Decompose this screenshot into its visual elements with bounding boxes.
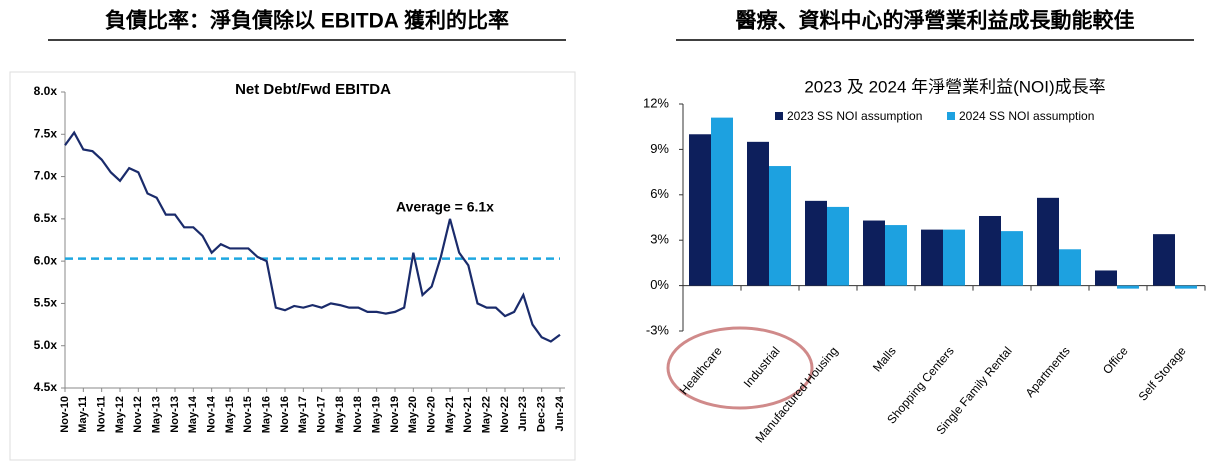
x-tick-label: May-18 <box>334 396 346 433</box>
data-line <box>64 130 561 343</box>
bar <box>943 229 965 286</box>
chart-title: Net Debt/Fwd EBITDA <box>235 81 391 98</box>
y-tick-label: 4.5x <box>34 380 58 394</box>
bar <box>863 220 885 286</box>
bar <box>1001 231 1023 286</box>
y-tick-label: 0% <box>650 277 669 292</box>
bar <box>979 215 1001 286</box>
x-tick-label: May-22 <box>481 396 493 433</box>
highlight-circle <box>666 326 814 410</box>
x-tick-label: Dec-23 <box>536 396 548 432</box>
bar <box>827 206 849 286</box>
y-tick-label: 5.0x <box>34 338 58 352</box>
x-tick-label: Office <box>1100 344 1131 377</box>
y-tick-label: 6.5x <box>34 211 58 225</box>
x-tick-label: Malls <box>870 344 899 374</box>
chart-title: 2023 及 2024 年淨營業利益(NOI)成長率 <box>804 77 1105 96</box>
x-tick-label: Self Storage <box>1136 344 1189 404</box>
y-tick-label: 7.0x <box>34 169 58 183</box>
x-tick-label: Apartments <box>1023 344 1073 400</box>
bar <box>1117 285 1139 289</box>
x-tick-label: Industrial <box>741 344 783 390</box>
legend-swatch <box>947 112 955 120</box>
legend-label: 2023 SS NOI assumption <box>787 109 922 123</box>
bar <box>1175 285 1197 289</box>
x-tick-label: May-14 <box>187 395 199 433</box>
x-tick-label: May-16 <box>261 396 273 433</box>
bar <box>1059 249 1081 286</box>
bar <box>747 141 769 286</box>
x-tick-label: May-20 <box>407 396 419 433</box>
y-tick-label: 6% <box>650 186 669 201</box>
legend-label: 2024 SS NOI assumption <box>959 109 1094 123</box>
y-tick-label: 9% <box>650 141 669 156</box>
x-tick-label: Nov-12 <box>132 396 144 433</box>
x-tick-label: Jun-24 <box>554 395 566 431</box>
bar <box>921 229 943 286</box>
x-tick-label: May-21 <box>444 396 456 433</box>
header-right: 醫療、資料中心的淨營業利益成長動能較佳 <box>736 9 1135 33</box>
x-tick-label: Nov-14 <box>206 395 218 433</box>
bar <box>1153 234 1175 286</box>
legend-swatch <box>775 112 783 120</box>
y-tick-label: 7.5x <box>34 126 58 140</box>
x-tick-label: Nov-11 <box>96 396 108 432</box>
x-tick-label: Nov-16 <box>279 396 291 433</box>
y-tick-label: 8.0x <box>34 84 58 98</box>
annotation: Average = 6.1x <box>396 199 494 215</box>
x-tick-label: Nov-15 <box>242 396 254 433</box>
x-tick-label: Nov-19 <box>389 396 401 433</box>
bar <box>1037 197 1059 286</box>
x-tick-label: Nov-21 <box>462 396 474 433</box>
bar <box>805 200 827 286</box>
header-left: 負債比率：淨負債除以 EBITDA 獲利的比率 <box>105 9 509 33</box>
x-tick-label: Nov-22 <box>499 396 511 433</box>
bar <box>769 166 791 286</box>
x-tick-label: Nov-20 <box>426 396 438 433</box>
bar <box>711 117 733 286</box>
x-tick-label: Nov-10 <box>59 396 71 433</box>
x-tick-label: Nov-18 <box>352 396 364 433</box>
x-tick-label: May-12 <box>114 396 126 433</box>
y-tick-label: 12% <box>643 95 669 110</box>
x-tick-label: Jun-23 <box>517 396 529 431</box>
bar <box>1095 270 1117 286</box>
x-tick-label: May-13 <box>151 396 163 433</box>
y-tick-label: 6.0x <box>34 253 58 267</box>
x-tick-label: May-19 <box>371 396 383 433</box>
x-tick-label: May-17 <box>297 396 309 433</box>
bar <box>689 134 711 286</box>
bar <box>885 225 907 286</box>
x-tick-label: Nov-17 <box>316 396 328 433</box>
y-tick-label: -3% <box>646 322 670 337</box>
x-tick-label: Nov-13 <box>169 396 181 433</box>
x-tick-label: May-11 <box>77 396 89 433</box>
x-tick-label: Healthcare <box>677 344 725 398</box>
x-tick-label: May-15 <box>224 396 236 433</box>
y-tick-label: 5.5x <box>34 296 58 310</box>
y-tick-label: 3% <box>650 232 669 247</box>
left-frame <box>9 71 576 461</box>
